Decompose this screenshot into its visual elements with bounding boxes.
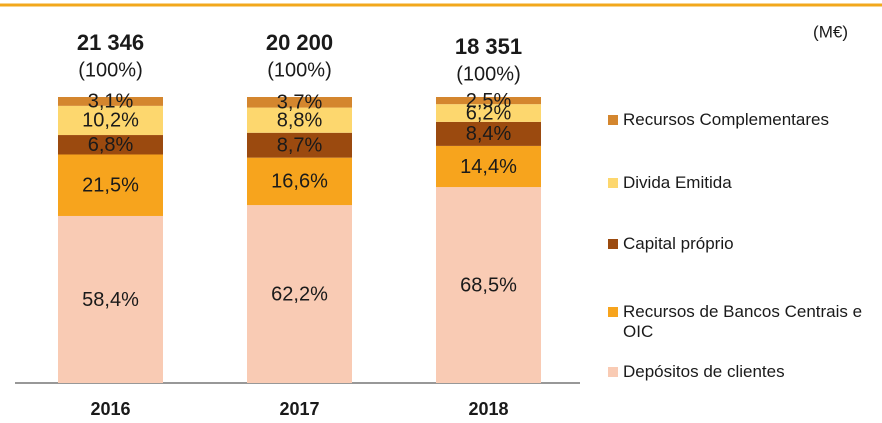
legend-swatch: [608, 367, 618, 377]
legend-label: Capital próprio: [623, 234, 734, 253]
bar-segment: [58, 105, 163, 136]
bar-segment: [58, 215, 163, 383]
value-label: 68,5%: [460, 274, 517, 296]
legend-entry: Recursos Complementares: [608, 110, 866, 130]
value-label: 10,2%: [82, 110, 139, 132]
share-label: (100%): [78, 59, 142, 81]
legend-entry: Depósitos de clientes: [608, 362, 866, 382]
bar-segment: [436, 104, 541, 122]
legend-swatch: [608, 239, 618, 249]
bar-segment: [58, 154, 163, 216]
bar-segment: [58, 97, 163, 106]
total-label: 21 346: [77, 30, 144, 55]
value-label: 6,8%: [88, 134, 134, 156]
value-label: 16,6%: [271, 171, 328, 193]
legend-label: Recursos Complementares: [623, 110, 829, 129]
value-label: 62,2%: [271, 283, 328, 305]
x-tick-label: 2018: [468, 399, 508, 419]
bar-segment: [436, 187, 541, 383]
x-tick-label: 2016: [90, 399, 130, 419]
value-label: 8,8%: [277, 109, 323, 131]
bar-segment: [436, 145, 541, 188]
share-label: (100%): [456, 63, 520, 85]
legend-entry: Divida Emitida: [608, 173, 866, 193]
value-label: 21,5%: [82, 175, 139, 197]
value-label: 58,4%: [82, 289, 139, 311]
value-label: 6,2%: [466, 102, 512, 124]
value-label: 3,7%: [277, 92, 323, 114]
legend-swatch: [608, 307, 618, 317]
legend-entry: Capital próprio: [608, 234, 866, 254]
bar-segment: [247, 205, 352, 383]
bar-segment: [247, 157, 352, 206]
legend-swatch: [608, 115, 618, 125]
legend-entry: Recursos de Bancos Centrais e OIC: [608, 302, 866, 342]
unit-label: (M€): [813, 22, 848, 41]
bar-segment: [247, 97, 352, 108]
legend-label: Divida Emitida: [623, 173, 732, 192]
legend-label: Recursos de Bancos Centrais e OIC: [623, 302, 863, 341]
bar-segment: [247, 107, 352, 133]
bar-segment: [58, 135, 163, 155]
share-label: (100%): [267, 59, 331, 81]
value-label: 3,1%: [88, 91, 134, 113]
value-label: 8,4%: [466, 123, 512, 145]
legend-swatch: [608, 178, 618, 188]
legend-label: Depósitos de clientes: [623, 362, 785, 381]
bar-segment: [436, 97, 541, 105]
value-label: 2,5%: [466, 90, 512, 112]
x-tick-label: 2017: [279, 399, 319, 419]
bar-segment: [436, 121, 541, 146]
total-label: 18 351: [455, 34, 522, 59]
value-label: 8,7%: [277, 134, 323, 156]
total-label: 20 200: [266, 30, 333, 55]
value-label: 14,4%: [460, 156, 517, 178]
bar-segment: [247, 132, 352, 158]
